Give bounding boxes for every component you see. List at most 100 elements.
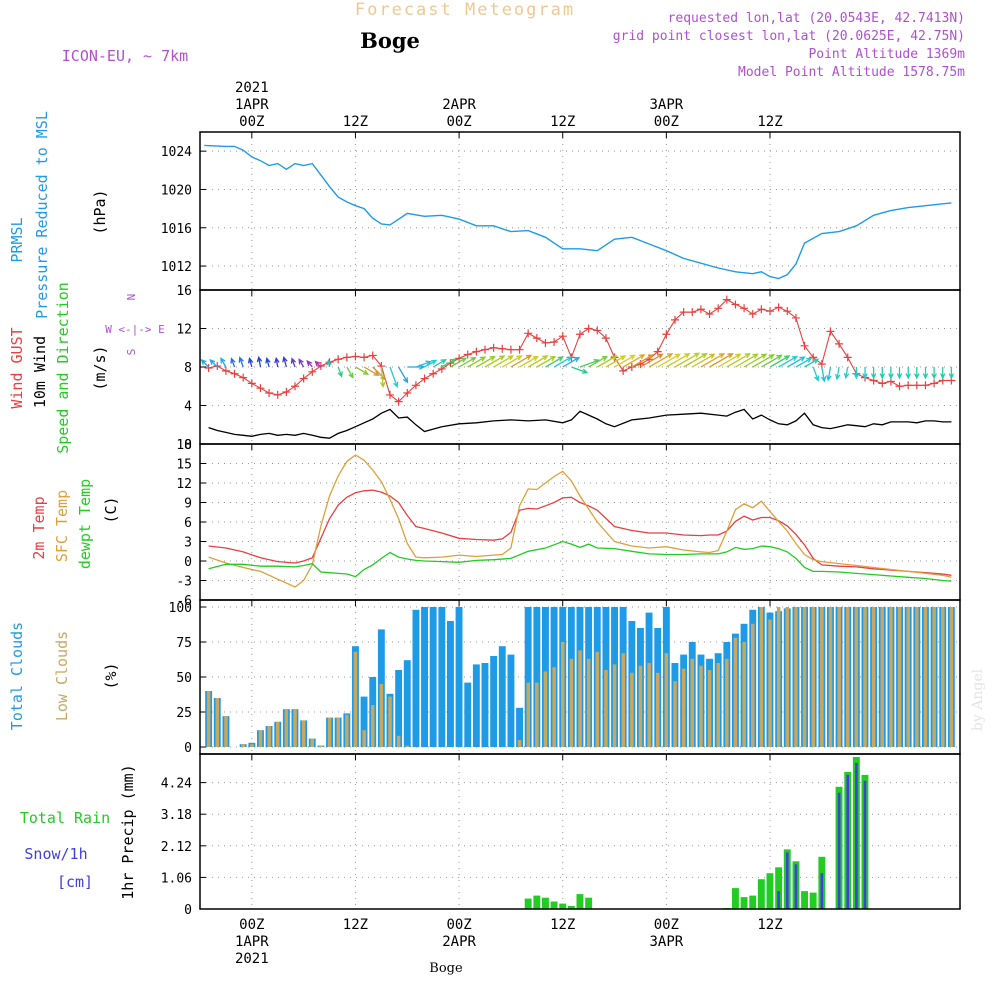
wind-direction-arrow	[314, 360, 322, 368]
low-cloud-bar	[647, 663, 651, 747]
low-cloud-bar	[604, 670, 608, 747]
wind-direction-arrow	[458, 356, 477, 368]
wind-direction-arrow	[743, 353, 768, 368]
wind-direction-arrow	[596, 355, 618, 368]
total-cloud-bar	[395, 670, 403, 747]
wind-direction-arrow	[905, 367, 911, 380]
top-time-label: 00Z	[654, 114, 679, 130]
pressure-panel: 1012 1016 1020 1024	[161, 132, 960, 290]
wind-panel: 0 4 8 12 16	[176, 284, 960, 453]
wind-direction-arrow	[274, 356, 280, 368]
gust-point	[541, 338, 550, 347]
gust-point	[878, 379, 887, 388]
snow-bar	[837, 792, 841, 910]
gust-point	[705, 310, 714, 319]
temp-2m-label: 2m Temp	[30, 496, 48, 559]
gust-point	[671, 315, 679, 324]
y-tick-label: 100	[169, 601, 192, 616]
gust-point	[481, 345, 489, 354]
low-cloud-bar	[725, 658, 729, 747]
wind-direction-arrow	[424, 359, 438, 368]
wind-direction-arrow	[306, 359, 313, 368]
y-tick-label: 18	[176, 438, 192, 453]
low-cloud-bar	[897, 607, 902, 747]
low-cloud-bar	[820, 607, 824, 747]
rain-bar	[542, 897, 549, 909]
wind-direction-arrow	[265, 357, 271, 368]
y-tick-label: -6	[176, 594, 192, 609]
low-cloud-bar	[319, 745, 323, 747]
gust-point	[774, 303, 783, 312]
low-cloud-bar	[923, 607, 928, 747]
gust-point	[757, 305, 766, 314]
wind-direction-arrow	[571, 366, 589, 374]
temp-sfc-label: SFC Temp	[53, 490, 71, 562]
low-cloud-bar	[871, 607, 876, 747]
total-cloud-bar	[464, 682, 472, 747]
gust-point	[722, 295, 731, 304]
low-cloud-bar	[630, 672, 634, 747]
y-tick-label: -3	[176, 575, 192, 590]
low-cloud-bar	[215, 698, 219, 747]
gust-point	[213, 362, 222, 371]
low-cloud-bar	[673, 681, 677, 747]
compass-south: S	[125, 349, 138, 356]
y-tick-label: 3	[184, 536, 192, 551]
info-line: Point Altitude 1369m	[808, 47, 965, 62]
y-tick-label: 8	[184, 361, 192, 376]
snow-bar	[846, 774, 849, 909]
wind-direction-arrow	[476, 355, 496, 368]
top-time-label: 2021	[235, 80, 269, 96]
y-tick-label: 0	[184, 438, 192, 453]
wind-direction-arrow	[700, 353, 726, 368]
wind-direction-arrow	[256, 355, 263, 368]
wind-direction-arrow	[931, 367, 937, 380]
gust-point	[308, 367, 317, 376]
gust-point	[239, 373, 248, 382]
gust-point	[714, 304, 723, 313]
rain-bar	[766, 873, 774, 909]
low-cloud-bar	[811, 607, 815, 747]
total-cloud-bar	[516, 707, 523, 747]
wind-direction-arrow	[209, 358, 218, 368]
snow-bar	[794, 864, 798, 909]
gust-point	[601, 334, 610, 343]
low-cloud-bar	[258, 730, 263, 747]
info-line: grid point closest lon,lat (20.0625E, 42…	[613, 29, 965, 44]
top-time-label: 12Z	[343, 114, 368, 130]
low-cloud-bar	[405, 745, 409, 747]
snow-units: [cm]	[57, 873, 93, 891]
gust-point	[515, 345, 524, 354]
low-cloud-bar	[699, 665, 703, 747]
gust-point	[679, 308, 688, 317]
bottom-time-label: 12Z	[343, 917, 368, 933]
top-time-label: 3APR	[650, 97, 684, 113]
low-cloud-bar	[569, 658, 574, 747]
rain-bar	[550, 901, 558, 909]
wind-direction-arrow	[914, 367, 920, 380]
wind-label: 10m Wind	[31, 336, 49, 408]
gust-point	[204, 363, 213, 372]
wind-direction-arrow	[588, 355, 608, 368]
low-cloud-bar	[241, 744, 245, 747]
wind-direction-arrow	[379, 366, 386, 389]
model-name: ICON-EU, ~ 7km	[62, 47, 188, 65]
wind-direction-arrow	[862, 367, 868, 380]
snow-label: Snow/1h	[24, 845, 87, 863]
wind-direction-arrow	[940, 367, 946, 380]
top-time-label: 00Z	[446, 114, 471, 130]
total-cloud-bar	[498, 646, 506, 747]
y-tick-label: 1016	[161, 222, 192, 237]
gust-point	[489, 343, 498, 352]
low-cloud-bar	[690, 658, 694, 747]
gust-point	[429, 369, 438, 378]
gust-point	[662, 330, 671, 339]
low-cloud-bar	[224, 716, 228, 747]
low-cloud-bar	[846, 607, 850, 747]
wind-direction-arrow	[238, 356, 244, 368]
rain-bar	[740, 897, 748, 909]
wind-direction-arrow	[820, 366, 827, 383]
low-cloud-bar	[543, 671, 548, 747]
y-tick-label: 1024	[161, 145, 192, 160]
wind-direction-arrow	[843, 366, 850, 380]
